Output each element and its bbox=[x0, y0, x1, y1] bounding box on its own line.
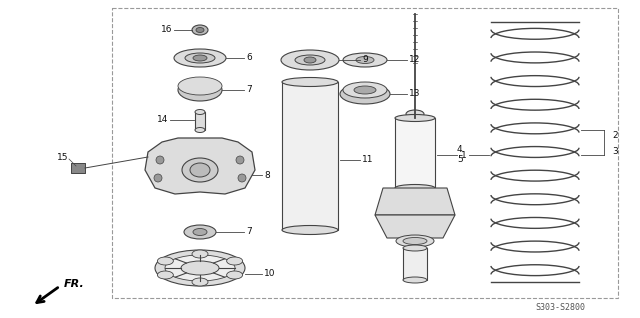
Ellipse shape bbox=[396, 235, 434, 247]
Text: 14: 14 bbox=[157, 115, 168, 125]
Bar bbox=[403, 248, 427, 280]
Ellipse shape bbox=[340, 84, 390, 104]
Ellipse shape bbox=[178, 77, 222, 95]
Circle shape bbox=[238, 174, 246, 182]
Ellipse shape bbox=[395, 114, 435, 121]
Polygon shape bbox=[375, 188, 455, 215]
Ellipse shape bbox=[406, 110, 424, 118]
Text: 6: 6 bbox=[246, 53, 252, 63]
Bar bbox=[195, 112, 205, 130]
Text: 12: 12 bbox=[409, 56, 420, 65]
Ellipse shape bbox=[421, 240, 427, 244]
Ellipse shape bbox=[412, 237, 418, 241]
Ellipse shape bbox=[281, 50, 339, 70]
Ellipse shape bbox=[196, 27, 204, 32]
Text: 5: 5 bbox=[457, 156, 463, 164]
Text: S303-S2800: S303-S2800 bbox=[535, 303, 585, 313]
Circle shape bbox=[154, 174, 162, 182]
Ellipse shape bbox=[190, 163, 210, 177]
Ellipse shape bbox=[182, 158, 218, 182]
Ellipse shape bbox=[165, 255, 235, 281]
Ellipse shape bbox=[195, 128, 205, 133]
Ellipse shape bbox=[403, 245, 427, 251]
Ellipse shape bbox=[354, 86, 376, 94]
Text: 10: 10 bbox=[264, 269, 275, 279]
Text: 2: 2 bbox=[612, 130, 618, 140]
Ellipse shape bbox=[403, 238, 427, 245]
Text: 11: 11 bbox=[362, 156, 374, 164]
Ellipse shape bbox=[395, 184, 435, 191]
Ellipse shape bbox=[227, 271, 243, 279]
Ellipse shape bbox=[181, 261, 219, 275]
Text: 7: 7 bbox=[246, 227, 252, 237]
Ellipse shape bbox=[155, 250, 245, 286]
Ellipse shape bbox=[412, 243, 418, 247]
Ellipse shape bbox=[419, 242, 424, 246]
Ellipse shape bbox=[193, 229, 207, 236]
Ellipse shape bbox=[157, 257, 173, 265]
Ellipse shape bbox=[192, 25, 208, 35]
Ellipse shape bbox=[193, 55, 207, 61]
Text: 13: 13 bbox=[409, 89, 420, 99]
Ellipse shape bbox=[295, 55, 325, 65]
Circle shape bbox=[236, 156, 244, 164]
Bar bbox=[71, 163, 85, 173]
Bar bbox=[112, 8, 618, 298]
Text: 3: 3 bbox=[612, 148, 618, 156]
Ellipse shape bbox=[227, 257, 243, 265]
Ellipse shape bbox=[184, 225, 216, 239]
Ellipse shape bbox=[195, 109, 205, 114]
Text: 4: 4 bbox=[457, 144, 463, 154]
Ellipse shape bbox=[157, 271, 173, 279]
Ellipse shape bbox=[192, 278, 208, 286]
Ellipse shape bbox=[403, 277, 427, 283]
Text: 16: 16 bbox=[161, 25, 172, 34]
Text: 1: 1 bbox=[461, 150, 467, 160]
Ellipse shape bbox=[406, 238, 412, 242]
Text: FR.: FR. bbox=[64, 279, 84, 289]
Ellipse shape bbox=[343, 53, 387, 67]
Ellipse shape bbox=[419, 238, 424, 242]
Ellipse shape bbox=[356, 57, 374, 64]
Ellipse shape bbox=[192, 250, 208, 258]
Ellipse shape bbox=[304, 57, 316, 63]
Ellipse shape bbox=[282, 225, 338, 234]
Ellipse shape bbox=[282, 78, 338, 86]
Circle shape bbox=[156, 156, 164, 164]
Ellipse shape bbox=[343, 82, 387, 98]
Ellipse shape bbox=[403, 240, 409, 244]
Bar bbox=[395, 118, 435, 188]
Text: 7: 7 bbox=[246, 86, 252, 94]
Polygon shape bbox=[145, 138, 255, 194]
Bar bbox=[282, 82, 338, 230]
Ellipse shape bbox=[402, 115, 428, 125]
Polygon shape bbox=[375, 215, 455, 238]
Ellipse shape bbox=[178, 79, 222, 101]
Ellipse shape bbox=[185, 53, 215, 63]
Text: 9: 9 bbox=[362, 56, 368, 65]
Text: 15: 15 bbox=[56, 154, 68, 162]
Text: 8: 8 bbox=[264, 170, 269, 179]
Ellipse shape bbox=[174, 49, 226, 67]
Ellipse shape bbox=[406, 242, 412, 246]
